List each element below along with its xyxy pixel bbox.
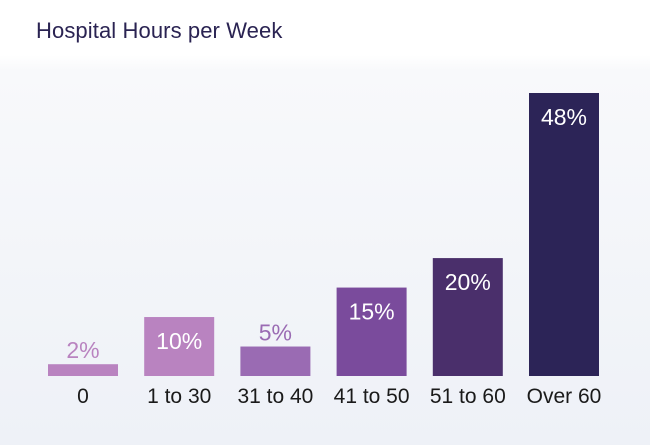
category-label-0: 0 [77, 385, 89, 408]
bar-value-label-2: 5% [259, 320, 292, 346]
bar-5 [529, 93, 599, 376]
bar-value-label-1: 10% [156, 328, 202, 354]
bar-4 [432, 258, 503, 376]
category-label-1: 1 to 30 [147, 385, 211, 408]
bar-0 [48, 364, 118, 376]
bar-value-label-5: 48% [541, 104, 587, 130]
category-label-4: 51 to 60 [430, 385, 506, 408]
category-label-2: 31 to 40 [237, 385, 313, 408]
bar-value-label-0: 2% [66, 337, 99, 363]
category-label-5: Over 60 [527, 385, 602, 408]
bar-value-label-4: 20% [445, 269, 491, 295]
chart-title: Hospital Hours per Week [36, 18, 283, 43]
bar-1 [144, 317, 215, 376]
bar-value-label-3: 15% [349, 299, 395, 325]
bar-2 [240, 346, 311, 376]
category-label-3: 41 to 50 [334, 385, 410, 408]
bar-3 [336, 287, 407, 376]
